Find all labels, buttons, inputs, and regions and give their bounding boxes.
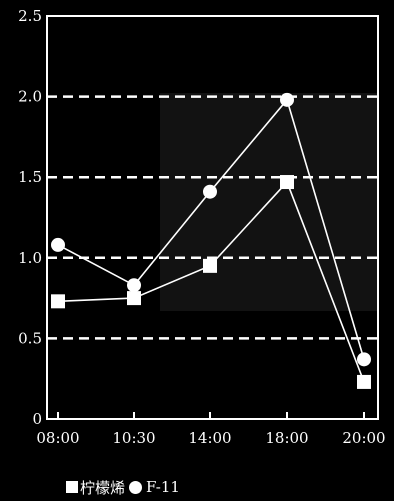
y-tick-label: 0.5 xyxy=(18,329,42,347)
data-point-series-1 xyxy=(280,92,294,107)
series-layer xyxy=(51,92,371,389)
data-point-series-1 xyxy=(203,184,217,199)
x-tick-label: 20:00 xyxy=(342,429,385,447)
data-point-series-1 xyxy=(51,237,65,252)
x-axis: 08:00 10:30 14:00 18:00 20:00 xyxy=(36,412,386,447)
grid-layer xyxy=(47,95,378,340)
data-point-series-0 xyxy=(127,291,141,306)
legend-label-series-1: F-11 xyxy=(146,478,180,496)
legend-item-series-1: F-11 xyxy=(129,478,180,496)
y-tick-label: 0 xyxy=(32,410,42,428)
data-point-series-0 xyxy=(51,294,65,309)
y-tick-label: 2.0 xyxy=(18,88,42,106)
square-marker-icon xyxy=(66,481,78,493)
y-tick-label: 2.5 xyxy=(18,7,42,25)
circle-marker-icon xyxy=(129,480,143,494)
data-point-series-1 xyxy=(127,278,141,293)
legend-label-series-0: 柠檬烯 xyxy=(80,478,126,497)
data-point-series-1 xyxy=(357,352,371,367)
x-tick-label: 18:00 xyxy=(265,429,308,447)
x-tick-label: 14:00 xyxy=(188,429,231,447)
data-point-series-0 xyxy=(203,258,217,273)
data-point-series-0 xyxy=(280,175,294,190)
legend: 柠檬烯 F-11 xyxy=(66,476,184,498)
y-tick-label: 1.0 xyxy=(18,249,42,267)
data-point-series-0 xyxy=(357,374,371,389)
y-axis: 0 0.5 1.0 1.5 2.0 2.5 xyxy=(18,7,42,428)
x-tick-label: 10:30 xyxy=(112,429,155,447)
x-tick-label: 08:00 xyxy=(36,429,79,447)
plot-frame xyxy=(46,15,379,420)
y-tick-label: 1.5 xyxy=(18,168,42,186)
legend-item-series-0: 柠檬烯 xyxy=(66,477,125,498)
